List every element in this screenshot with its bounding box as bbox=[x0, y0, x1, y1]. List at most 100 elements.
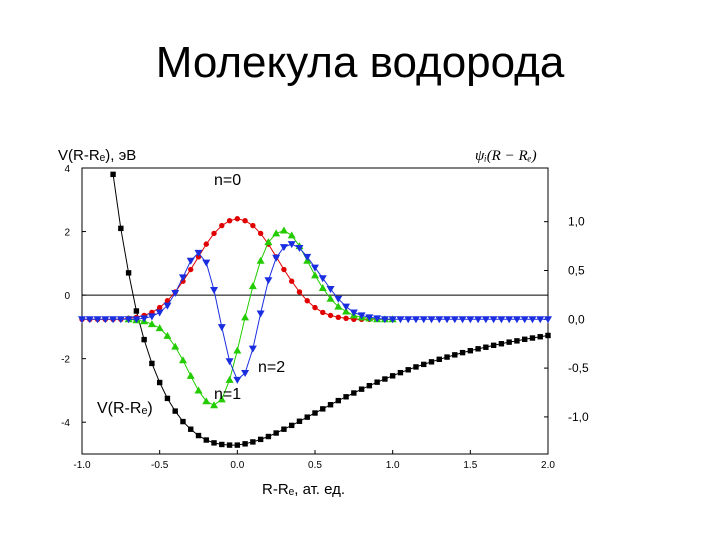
data-point bbox=[474, 316, 483, 324]
data-point bbox=[132, 316, 141, 324]
data-point bbox=[133, 308, 140, 314]
data-point bbox=[279, 244, 288, 252]
data-point bbox=[164, 298, 171, 304]
slide-title: Молекула водорода bbox=[155, 38, 565, 87]
data-point bbox=[289, 422, 295, 429]
data-point bbox=[186, 371, 195, 379]
data-point bbox=[497, 316, 506, 324]
data-point bbox=[217, 395, 226, 403]
data-point bbox=[85, 316, 94, 324]
data-point bbox=[466, 316, 475, 324]
data-point bbox=[505, 316, 514, 324]
left-tick-label: 4 bbox=[64, 164, 70, 175]
data-point bbox=[163, 331, 172, 339]
left-y-axis: 4 2 0 -2 -4 bbox=[61, 164, 86, 429]
right-axis-label: ψᵢ(R − Rₑ) bbox=[475, 148, 537, 164]
x-axis: -1.0 -0.5 0.0 0.5 1.0 1.5 2.0 bbox=[73, 450, 555, 471]
data-point bbox=[545, 332, 551, 339]
right-tick-label: 0,0 bbox=[568, 312, 585, 326]
data-point bbox=[374, 379, 380, 385]
left-tick-label: -2 bbox=[61, 355, 70, 366]
data-point bbox=[256, 256, 265, 264]
data-point bbox=[489, 316, 498, 324]
data-point bbox=[234, 442, 241, 448]
annotation-n2: n=2 bbox=[258, 359, 285, 376]
data-point bbox=[248, 345, 257, 353]
data-point bbox=[211, 440, 217, 446]
data-point bbox=[265, 433, 272, 440]
data-point bbox=[289, 278, 295, 284]
data-point bbox=[388, 316, 397, 324]
data-point bbox=[140, 315, 149, 323]
data-point bbox=[520, 316, 529, 324]
data-point bbox=[219, 441, 225, 448]
data-point bbox=[279, 226, 288, 234]
data-point bbox=[171, 289, 180, 297]
data-point bbox=[413, 364, 419, 370]
data-point bbox=[428, 359, 435, 365]
data-point bbox=[178, 274, 187, 282]
data-point bbox=[178, 356, 187, 364]
data-point bbox=[241, 369, 250, 377]
data-point bbox=[311, 271, 319, 279]
data-point bbox=[303, 253, 312, 261]
data-point bbox=[536, 316, 545, 324]
data-point bbox=[483, 344, 489, 350]
data-point bbox=[365, 314, 374, 322]
data-point bbox=[250, 439, 256, 445]
data-point bbox=[318, 284, 327, 292]
data-point bbox=[116, 316, 125, 324]
data-point bbox=[118, 225, 124, 232]
data-point bbox=[188, 266, 194, 273]
data-point bbox=[411, 316, 420, 324]
data-point bbox=[147, 313, 156, 321]
data-point bbox=[257, 436, 264, 443]
data-point bbox=[436, 356, 442, 363]
data-point bbox=[342, 307, 351, 315]
data-point bbox=[320, 406, 326, 412]
data-point bbox=[93, 316, 102, 324]
data-point bbox=[405, 367, 411, 373]
data-point bbox=[304, 298, 310, 304]
data-point bbox=[450, 316, 459, 324]
data-point bbox=[327, 312, 334, 319]
data-point bbox=[295, 245, 304, 253]
data-point bbox=[335, 314, 341, 321]
data-point bbox=[444, 354, 450, 360]
series-triangle-down bbox=[78, 241, 552, 384]
data-point bbox=[467, 348, 474, 354]
data-point bbox=[458, 316, 467, 324]
data-point bbox=[544, 316, 552, 324]
data-point bbox=[357, 312, 366, 320]
data-point bbox=[498, 341, 505, 347]
data-point bbox=[264, 238, 273, 246]
data-point bbox=[481, 316, 490, 324]
x-tick-label: 0.0 bbox=[230, 460, 244, 471]
data-point bbox=[382, 376, 388, 382]
data-point bbox=[281, 426, 287, 432]
x-tick-label: 1.5 bbox=[463, 460, 477, 471]
data-point bbox=[373, 315, 382, 323]
data-point bbox=[380, 316, 389, 324]
data-point bbox=[250, 222, 256, 229]
series-square bbox=[110, 171, 551, 448]
data-point bbox=[443, 316, 452, 324]
data-point bbox=[171, 342, 180, 350]
data-point bbox=[327, 402, 334, 408]
data-point bbox=[459, 349, 466, 356]
left-tick-label: 2 bbox=[64, 228, 70, 239]
right-y-axis: 1,0 0,5 0,0 -0,5 -1,0 bbox=[544, 215, 589, 424]
data-point bbox=[264, 277, 273, 285]
annotation-n0: n=0 bbox=[214, 172, 241, 189]
data-point bbox=[241, 313, 250, 321]
data-point bbox=[155, 324, 164, 332]
data-point bbox=[124, 316, 133, 324]
data-point bbox=[225, 375, 234, 383]
data-point bbox=[537, 334, 543, 340]
data-point bbox=[334, 302, 343, 310]
data-point bbox=[194, 249, 203, 257]
data-point bbox=[226, 442, 233, 448]
data-point bbox=[490, 342, 497, 349]
data-point bbox=[296, 289, 303, 295]
right-tick-label: 0,5 bbox=[568, 263, 585, 277]
